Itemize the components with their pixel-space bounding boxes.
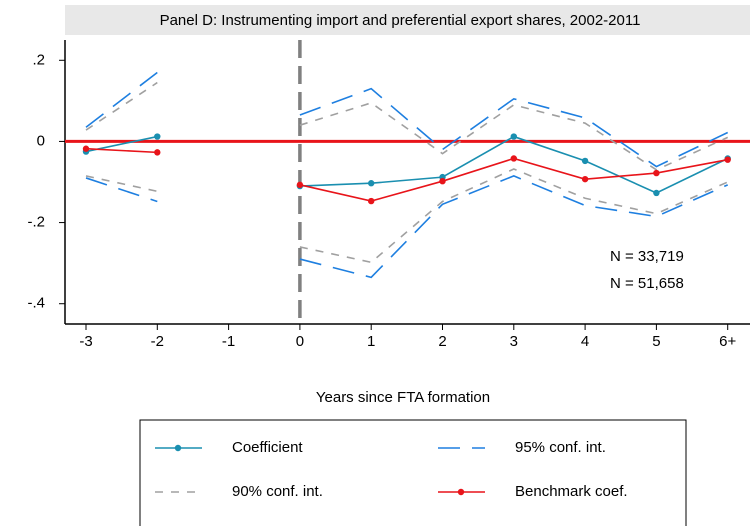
- y-tick-label: 0: [37, 132, 45, 149]
- series-line-marker: [154, 149, 161, 156]
- y-tick-label: -.2: [27, 214, 45, 231]
- series-line: [85, 147, 158, 154]
- ci-upper-line: [85, 81, 158, 131]
- legend-label: Benchmark coef.: [515, 483, 628, 500]
- x-tick-label: 2: [438, 333, 446, 350]
- series-line-marker: [581, 175, 589, 183]
- ci-lower-line: [85, 177, 158, 203]
- series-line-marker: [368, 180, 375, 187]
- legend-marker: [174, 444, 182, 452]
- series-line-marker: [724, 156, 731, 163]
- ci-lower-line: [299, 168, 729, 264]
- legend-box: [139, 419, 687, 526]
- annotation: N = 33,719: [610, 248, 684, 265]
- legend-label: 90% conf. int.: [232, 483, 323, 500]
- series-line-marker: [653, 169, 660, 177]
- x-tick-label: -2: [151, 333, 164, 350]
- ci-lower-line: [85, 175, 158, 193]
- ci-lower-line: [299, 175, 729, 279]
- legend-label: 95% conf. int.: [515, 439, 606, 456]
- series-line-marker: [510, 133, 517, 140]
- x-tick-label: 0: [296, 333, 304, 350]
- x-tick-label: 1: [367, 333, 375, 350]
- ci-upper-line: [299, 87, 729, 168]
- series-line-marker: [439, 177, 446, 185]
- x-axis-label: Years since FTA formation: [316, 389, 490, 406]
- x-tick-label: 5: [652, 333, 660, 350]
- title-band: [65, 5, 750, 35]
- annotation: N = 51,658: [610, 275, 684, 292]
- x-tick-label: 6+: [719, 333, 736, 350]
- series-line-marker: [82, 145, 90, 152]
- series-line: [299, 135, 729, 194]
- y-tick-label: -.4: [27, 295, 45, 312]
- y-tick-label: .2: [32, 51, 45, 68]
- series-line-marker: [296, 181, 304, 189]
- ci-upper-line: [299, 102, 729, 171]
- x-tick-label: -3: [79, 333, 92, 350]
- legend-marker: [457, 488, 465, 496]
- chart-title: Panel D: Instrumenting import and prefer…: [160, 12, 641, 29]
- legend-label: Coefficient: [232, 439, 303, 456]
- x-tick-label: 3: [510, 333, 518, 350]
- x-tick-label: -1: [222, 333, 235, 350]
- series-line-marker: [653, 189, 660, 197]
- series-line-marker: [154, 133, 161, 140]
- x-tick-label: 4: [581, 333, 589, 350]
- series-line-marker: [510, 155, 517, 162]
- series-line-marker: [368, 197, 375, 205]
- series-line-marker: [581, 157, 589, 165]
- series-line: [299, 157, 728, 202]
- ci-upper-line: [85, 71, 158, 128]
